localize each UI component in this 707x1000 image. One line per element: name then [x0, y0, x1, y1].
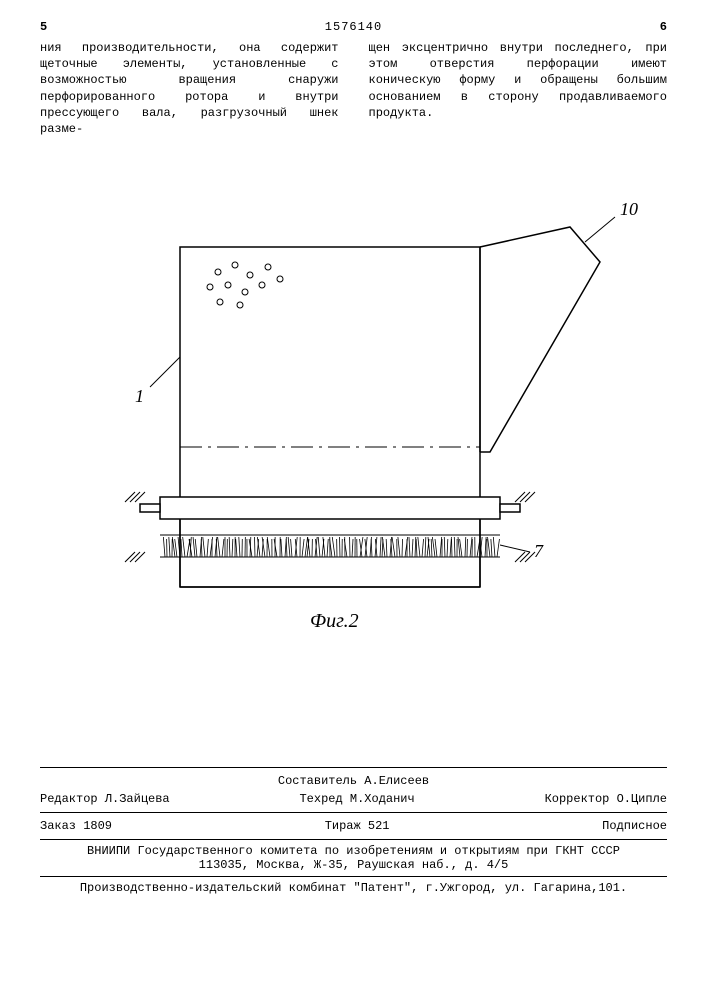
- divider: [40, 839, 667, 840]
- left-column: ния производительности, она содержит щет…: [40, 40, 339, 137]
- figure-svg: 10 1: [40, 157, 660, 677]
- body-text: ния производительности, она содержит щет…: [40, 40, 667, 137]
- label-7: 7: [534, 541, 544, 561]
- divider: [40, 812, 667, 813]
- divider: [40, 767, 667, 768]
- org1: ВНИИПИ Государственного комитета по изоб…: [40, 844, 667, 858]
- right-column: щен эксцентрично внутри последнего, при …: [369, 40, 668, 137]
- figure-2: 10 1: [40, 157, 667, 677]
- techred: Техред М.Ходанич: [299, 792, 414, 806]
- org2: Производственно-издательский комбинат "П…: [40, 881, 667, 895]
- order: Заказ 1809: [40, 819, 112, 833]
- editor: Редактор Л.Зайцева: [40, 792, 170, 806]
- label-1: 1: [135, 386, 144, 406]
- col-num-left: 5: [40, 20, 47, 34]
- page-header: 5 1576140 6: [40, 20, 667, 34]
- document-number: 1576140: [325, 20, 382, 34]
- org1-addr: 113035, Москва, Ж-35, Раушская наб., д. …: [40, 858, 667, 872]
- figure-caption: Фиг.2: [310, 610, 359, 632]
- col-num-right: 6: [660, 20, 667, 34]
- corrector: Корректор О.Ципле: [545, 792, 667, 806]
- compiler: Составитель А.Елисеев: [40, 772, 667, 790]
- tirazh: Тираж 521: [325, 819, 390, 833]
- label-10: 10: [620, 199, 638, 219]
- credits-block: Составитель А.Елисеев Редактор Л.Зайцева…: [40, 767, 667, 895]
- subscription: Подписное: [602, 819, 667, 833]
- divider: [40, 876, 667, 877]
